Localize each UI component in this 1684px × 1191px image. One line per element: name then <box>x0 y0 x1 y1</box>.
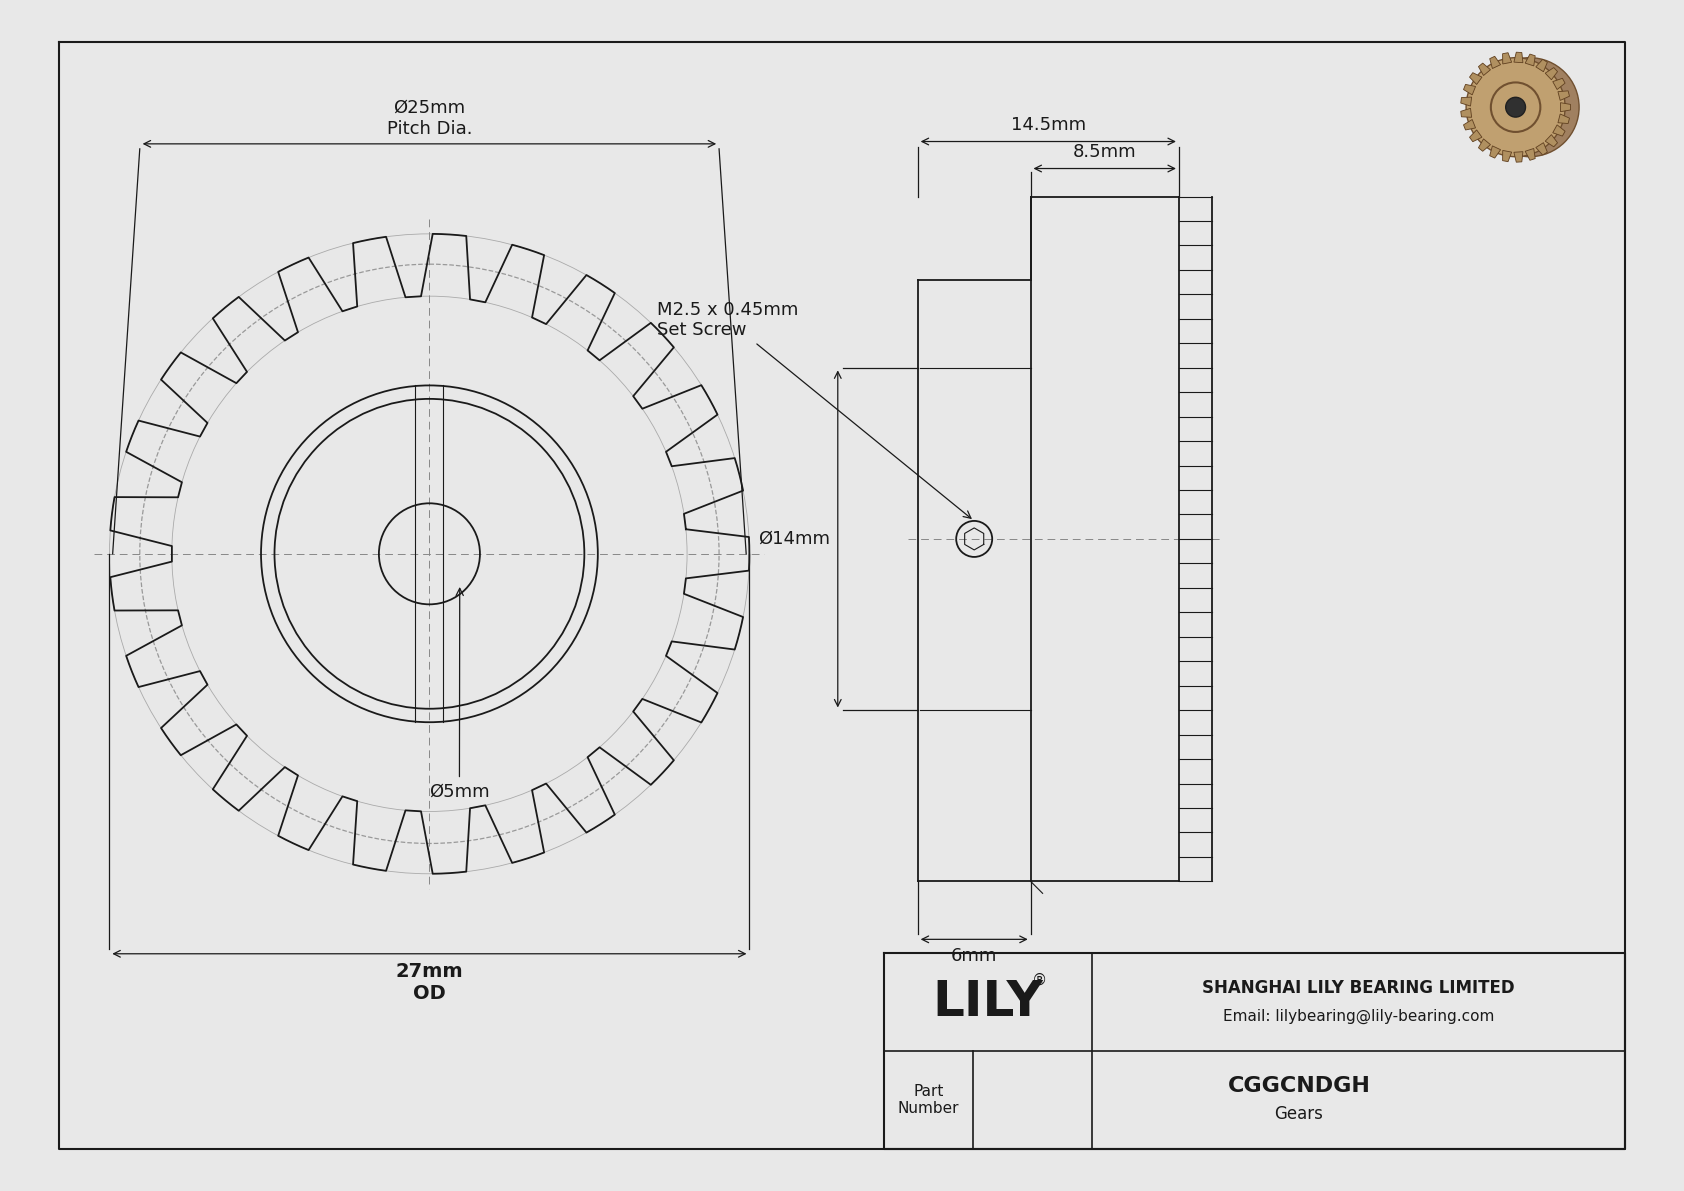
Text: 6mm: 6mm <box>951 947 997 966</box>
Ellipse shape <box>1480 57 1580 157</box>
Ellipse shape <box>1467 57 1564 157</box>
Polygon shape <box>1460 108 1472 117</box>
Polygon shape <box>1463 85 1475 95</box>
Polygon shape <box>1470 73 1482 85</box>
Polygon shape <box>1553 79 1564 89</box>
Text: LILY: LILY <box>933 978 1042 1025</box>
Polygon shape <box>1526 149 1536 161</box>
Text: Ø25mm
Pitch Dia.: Ø25mm Pitch Dia. <box>387 99 472 138</box>
Text: Ø14mm: Ø14mm <box>758 530 830 548</box>
Text: CGGCNDGH: CGGCNDGH <box>1228 1077 1371 1096</box>
Polygon shape <box>1479 63 1490 75</box>
Text: 14.5mm: 14.5mm <box>1010 116 1086 133</box>
Text: 8.5mm: 8.5mm <box>1073 143 1137 161</box>
Text: Gears: Gears <box>1275 1105 1324 1123</box>
Polygon shape <box>1490 56 1500 69</box>
Polygon shape <box>1502 52 1512 64</box>
Polygon shape <box>1546 135 1558 146</box>
Polygon shape <box>1463 119 1475 130</box>
Text: 27mm
OD: 27mm OD <box>396 962 463 1003</box>
Polygon shape <box>1536 143 1548 155</box>
Text: Part
Number: Part Number <box>898 1084 960 1116</box>
Polygon shape <box>1460 98 1472 106</box>
Polygon shape <box>1558 91 1569 100</box>
Text: Ø5mm: Ø5mm <box>429 588 490 800</box>
Polygon shape <box>1490 145 1500 158</box>
Polygon shape <box>1514 151 1522 162</box>
Polygon shape <box>1558 114 1569 124</box>
Text: ®: ® <box>1032 972 1047 987</box>
Polygon shape <box>1526 54 1536 66</box>
Polygon shape <box>1502 150 1512 162</box>
Polygon shape <box>1536 60 1548 71</box>
Text: SHANGHAI LILY BEARING LIMITED: SHANGHAI LILY BEARING LIMITED <box>1202 979 1514 997</box>
Polygon shape <box>1553 125 1564 136</box>
Polygon shape <box>1561 102 1571 112</box>
Polygon shape <box>1514 52 1522 63</box>
Text: M2.5 x 0.45mm
Set Screw: M2.5 x 0.45mm Set Screw <box>657 300 972 518</box>
Polygon shape <box>1479 139 1490 151</box>
Circle shape <box>1505 98 1526 117</box>
Text: Email: lilybearing@lily-bearing.com: Email: lilybearing@lily-bearing.com <box>1223 1009 1494 1023</box>
Polygon shape <box>1470 130 1482 142</box>
Polygon shape <box>1546 68 1558 80</box>
